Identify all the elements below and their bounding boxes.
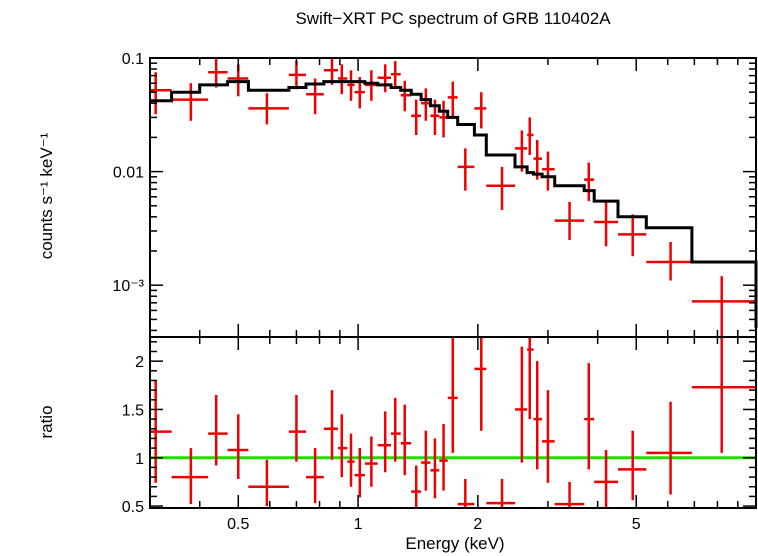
ratio-data-point [618,430,647,501]
ratio-data-point [527,337,534,420]
ratio-data-point [364,436,378,487]
spectrum-y-tick-label: 0.1 [122,51,144,68]
ratio-data-point [306,448,324,504]
ratio-y-tick-label: 1 [135,451,144,468]
ratio-data-point [323,390,338,460]
ratio-data-point [474,337,487,431]
ratio-data-point [542,390,555,483]
spectrum-data-point [542,151,555,191]
ratio-data-point [347,433,355,487]
spectrum-panel: 0.1 0.01 10⁻³ [112,51,758,338]
spectrum-data-point [527,117,534,156]
ratio-data-point [227,414,249,480]
x-tick-label: 5 [632,516,641,533]
x-axis-label: Energy (keV) [405,534,504,553]
spectrum-data-point [486,166,516,210]
ratio-data-point [354,448,365,498]
ratio-data-point [391,397,401,462]
spectrum-data-point [150,72,172,115]
ratio-data-point [248,459,289,507]
ratio-data-point [439,423,448,491]
spectrum-data-point [515,130,528,172]
chart-title: Swift−XRT PC spectrum of GRB 110402A [295,9,611,28]
spectrum-data-point [248,93,289,125]
ratio-data-point [430,438,440,499]
ratio-data-point [377,411,392,473]
ratio-data-point [533,361,543,470]
spectrum-data-point [364,70,378,101]
ratio-data-point [411,465,422,508]
ratio-data-point [447,337,458,453]
spectrum-axes: 0.1 0.01 10⁻³ [112,51,756,337]
ratio-data-point [150,380,172,483]
ratio-y-tick-label: 0.5 [122,499,144,516]
spectrum-data-point [171,83,209,121]
ratio-data-point [515,346,528,463]
ratio-plot-area [150,337,756,508]
ratio-data-point [691,337,756,453]
ratio-data-point [400,404,412,476]
ratio-data-point [208,394,228,466]
spectrum-data-point [447,81,458,118]
spectrum-plot-area [150,58,758,337]
ratio-data-point [554,481,585,508]
spectrum-data-point [411,99,422,135]
spectrum-data-point [618,214,647,257]
ratio-data-point [288,394,307,462]
ratio-frame [149,336,757,509]
spectrum-data-point [584,162,595,202]
x-tick-label: 0.5 [227,516,249,533]
y-axis-label-spectrum: counts s⁻¹ keV⁻¹ [37,132,56,259]
ratio-data-point [646,401,692,495]
spectrum-data-point [646,242,692,281]
ratio-data-point [421,430,431,491]
ratio-data-point [457,479,475,508]
ratio-axes: 0.5 1 1.5 2 0.5 1 2 5 [122,337,756,533]
spectrum-data-point [474,92,487,129]
spectrum-data-point [288,61,307,90]
ratio-y-tick-label: 1.5 [122,402,144,419]
ratio-data-point [584,363,595,470]
ratio-data-point [337,414,348,478]
y-axis-label-ratio: ratio [37,405,56,438]
ratio-y-tick-label: 2 [135,354,144,371]
ratio-data-point [171,448,209,505]
spectrum-data-point [337,64,348,95]
ratio-data-point [594,450,619,508]
spectrum-data-point [594,202,619,247]
x-tick-label: 2 [473,516,482,533]
spectrum-data-point [554,202,585,240]
x-tick-label: 1 [354,516,363,533]
spectrum-data-point [421,88,431,121]
spectrum-y-tick-label: 10⁻³ [112,278,144,295]
ratio-panel: 0.5 1 1.5 2 0.5 1 2 5 [122,336,757,533]
spectrum-data-point [208,58,228,88]
spectrum-data-point [347,70,355,101]
spectrum-data-point [400,80,412,112]
spectrum-data-point [377,64,392,93]
spectrum-data-point [391,61,401,88]
ratio-data-point [486,479,516,508]
model-step-line [150,80,758,328]
spectrum-data-point [457,148,475,191]
spectrum-y-tick-label: 0.01 [113,165,144,182]
spectrum-data-point [691,276,756,337]
